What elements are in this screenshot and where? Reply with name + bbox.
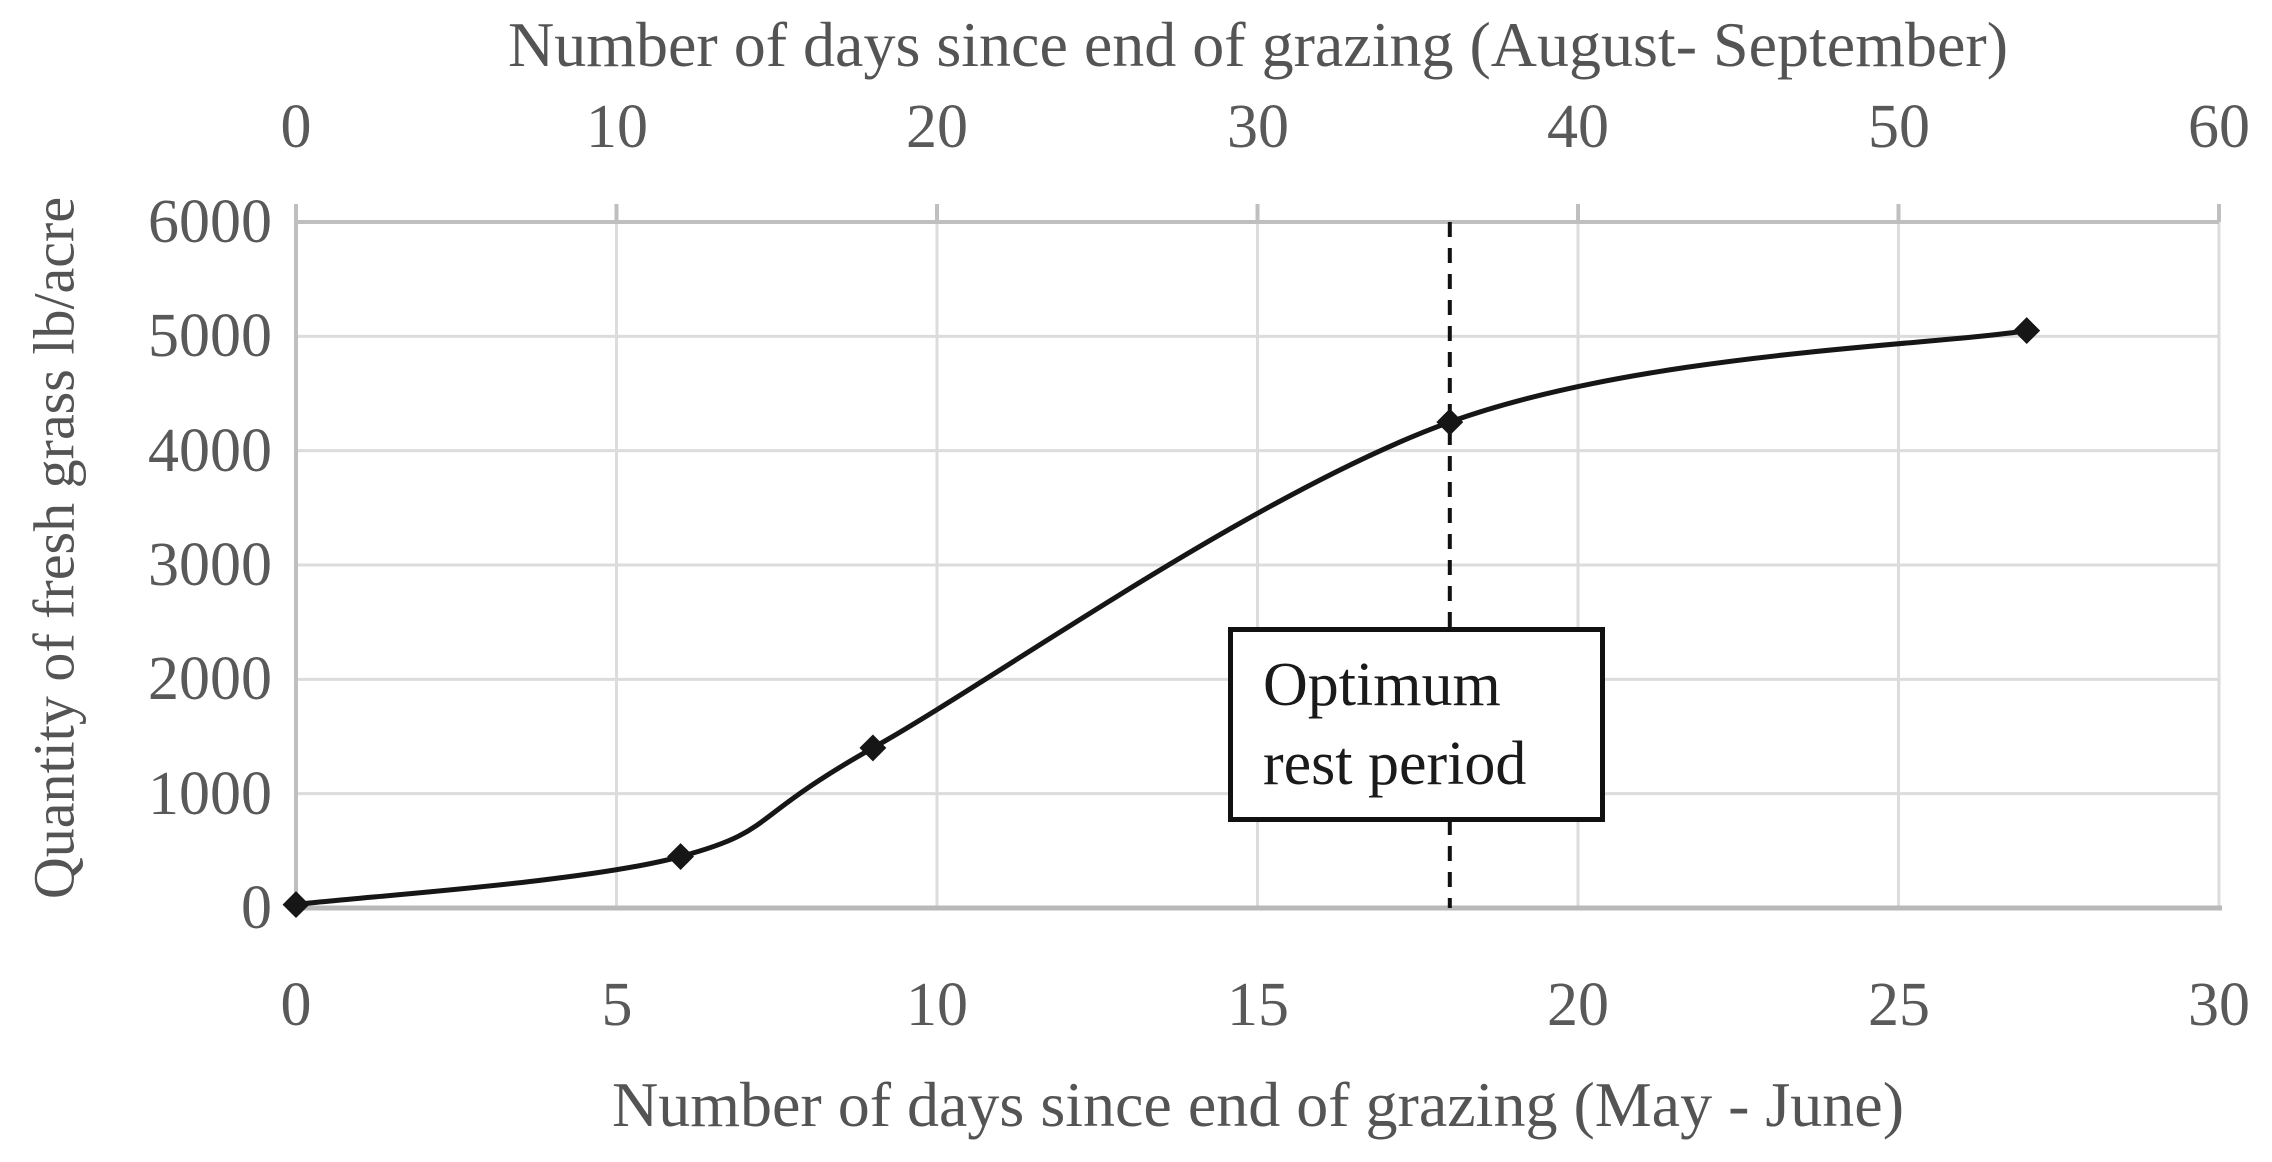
y-tick-4000: 4000 [148, 417, 272, 485]
top-tick-60: 60 [2188, 93, 2250, 161]
top-axis-title: Number of days since end of grazing (Aug… [508, 9, 2008, 80]
bottom-axis-title: Number of days since end of grazing (May… [611, 1069, 1905, 1140]
bottom-tick-30: 30 [2188, 971, 2250, 1039]
top-tick-30: 30 [1227, 93, 1289, 161]
top-tick-0: 0 [280, 93, 312, 161]
bottom-tick-25: 25 [1868, 971, 1930, 1039]
y-tick-0: 0 [241, 874, 272, 942]
bottom-tick-15: 15 [1227, 971, 1289, 1039]
annotation-text: Optimum rest period [1263, 651, 1527, 798]
top-tick-50: 50 [1868, 93, 1930, 161]
top-tick-10: 10 [586, 93, 648, 161]
y-tick-3000: 3000 [148, 531, 272, 599]
annotation-box: Optimum rest period [1228, 627, 1605, 822]
y-tick-2000: 2000 [148, 645, 272, 713]
y-tick-5000: 5000 [148, 302, 272, 370]
top-tick-20: 20 [906, 93, 968, 161]
y-tick-6000: 6000 [148, 188, 272, 256]
bottom-tick-0: 0 [280, 971, 312, 1039]
bottom-tick-10: 10 [906, 971, 968, 1039]
y-axis-title: Quantity of fresh grass lb/acre [21, 196, 87, 900]
y-tick-1000: 1000 [148, 760, 272, 828]
bottom-tick-5: 5 [601, 971, 633, 1039]
top-tick-40: 40 [1547, 93, 1609, 161]
bottom-tick-20: 20 [1547, 971, 1609, 1039]
